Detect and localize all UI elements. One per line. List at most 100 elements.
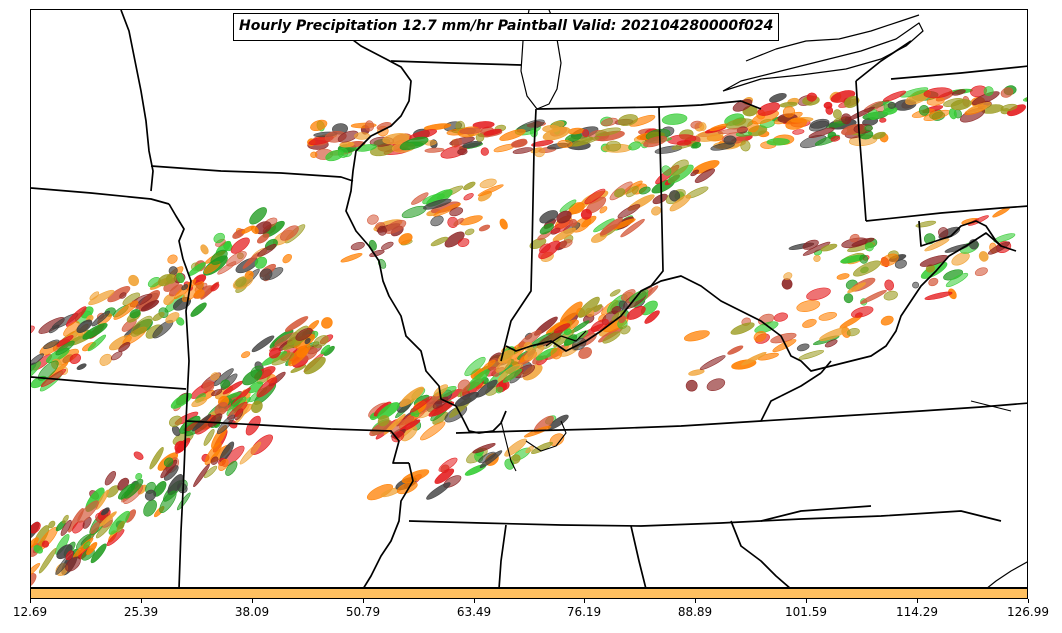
atlantic-coast: [987, 561, 1027, 587]
precip-paintball-blob: [303, 356, 326, 375]
precip-paintball-blob: [928, 277, 939, 287]
precip-paintball-blob: [90, 543, 107, 564]
precip-paintball-blob: [924, 238, 950, 252]
border-michigan-indiana: [536, 106, 660, 110]
precip-paintball-blob: [210, 456, 219, 465]
precip-paintball-blob: [226, 251, 247, 267]
precip-paintball-blob: [176, 492, 191, 511]
precip-paintball-blob: [211, 389, 223, 397]
precip-paintball-blob: [472, 121, 495, 129]
precip-paintball-blob: [480, 147, 489, 156]
precip-paintball-blob: [225, 460, 238, 476]
precip-paintball-blob: [144, 489, 157, 501]
precip-paintball-blob: [282, 253, 292, 264]
precip-paintball-blob: [730, 322, 755, 335]
precip-paintball-blob: [119, 292, 127, 299]
colorbar-tick-mark: [363, 599, 364, 603]
precip-paintball-blob: [523, 425, 552, 438]
precip-paintball-blob: [945, 272, 969, 288]
chesapeake-coast: [970, 400, 1012, 412]
lake-erie-outline: [722, 22, 924, 92]
precip-paintball-blob: [879, 117, 887, 123]
precip-paintball-blob: [894, 259, 907, 269]
precip-paintball-blob: [220, 379, 231, 389]
precip-paintball-blob: [170, 393, 193, 409]
precip-paintball-blob: [818, 312, 838, 321]
precip-paintball-blob: [242, 369, 263, 386]
precip-paintball-blob: [582, 129, 590, 138]
precip-paintball-blob: [564, 334, 578, 346]
precip-paintball-blob: [420, 421, 446, 441]
precip-paintball-blob: [568, 219, 578, 227]
precip-paintball-blob: [475, 133, 485, 142]
precip-paintball-blob: [391, 431, 405, 443]
precip-paintball-blob: [104, 470, 117, 486]
colorbar-tick-mark: [584, 599, 585, 603]
precip-paintball-blob: [676, 140, 692, 146]
border-pennsylvania-newyork: [890, 65, 1027, 80]
precip-paintball-blob: [257, 243, 277, 257]
precip-paintball-blob: [38, 547, 57, 574]
precip-paintball-blob: [580, 208, 592, 220]
map-frame: [30, 9, 1028, 588]
precip-paintball-blob: [280, 225, 299, 241]
precip-paintball-blob: [847, 282, 866, 294]
precip-paintball-blob: [880, 253, 899, 267]
precip-paintball-blob: [482, 359, 496, 370]
precip-paintball-blob: [785, 117, 808, 130]
precip-paintball-blob: [204, 442, 222, 466]
precip-paintball-blob: [160, 459, 178, 479]
precip-paintball-blob: [88, 289, 115, 306]
precip-paintball-blob: [284, 316, 309, 332]
precip-paintball-blob: [31, 361, 42, 382]
colorbar-tick-label: 38.09: [234, 605, 270, 619]
precip-paintball-blob: [464, 228, 475, 236]
precip-paintball-blob: [699, 122, 707, 131]
border-missouri-kansas-north: [168, 203, 185, 260]
precip-paintball-blob: [65, 306, 87, 327]
precip-paintball-blob: [449, 207, 464, 217]
precip-paintball-blob: [843, 293, 854, 304]
precip-paintball-blob: [320, 344, 331, 355]
precip-paintball-blob: [772, 339, 797, 353]
precip-paintball-blob: [1000, 87, 1014, 98]
precip-paintball-blob: [802, 241, 831, 256]
precip-paintball-blob: [31, 537, 39, 549]
precip-paintball-blob: [95, 489, 110, 510]
precip-paintball-blob: [383, 413, 406, 435]
precip-paintball-blob: [783, 272, 793, 280]
precip-paintball-blob: [620, 325, 631, 335]
precip-paintball-blob: [457, 148, 468, 156]
precip-paintball-blob: [464, 356, 486, 377]
precip-paintball-blob: [819, 327, 848, 341]
precip-paintball-blob: [232, 275, 254, 290]
precip-paintball-blob: [626, 186, 639, 198]
border-kansas-oklahoma: [31, 376, 187, 390]
precip-paintball-blob: [796, 300, 821, 312]
mississippi-upper: [340, 30, 457, 407]
colorbar-tick-label: 88.89: [677, 605, 713, 619]
border-oklahoma-arkansas: [178, 420, 187, 587]
precip-paintball-blob: [101, 507, 110, 516]
colorbar-tick-label: 126.99: [1007, 605, 1049, 619]
precip-paintball-blob: [55, 340, 75, 356]
precip-paintball-blob: [76, 319, 93, 334]
border-mississippi-alabama: [498, 524, 507, 587]
border-nebraska-river: [120, 10, 154, 192]
border-lake-erie-shore: [855, 40, 912, 82]
precipitation-map: [31, 10, 1027, 587]
precip-paintball-blob: [140, 299, 160, 312]
precip-paintball-blob: [741, 351, 767, 366]
precip-paintball-blob: [202, 380, 215, 392]
precip-paintball-blob: [200, 244, 209, 255]
precip-paintball-blob: [411, 192, 429, 205]
border-michigan-ohio: [658, 100, 762, 110]
lake-erie-north-shore: [745, 14, 920, 62]
precip-paintball-blob: [601, 117, 618, 127]
border-iowa-wisconsin: [150, 165, 354, 182]
precip-paintball-blob: [459, 127, 483, 135]
precip-paintball-blob: [167, 254, 178, 264]
precip-paintball-blob: [915, 220, 937, 228]
precip-paintball-blob: [72, 520, 85, 534]
